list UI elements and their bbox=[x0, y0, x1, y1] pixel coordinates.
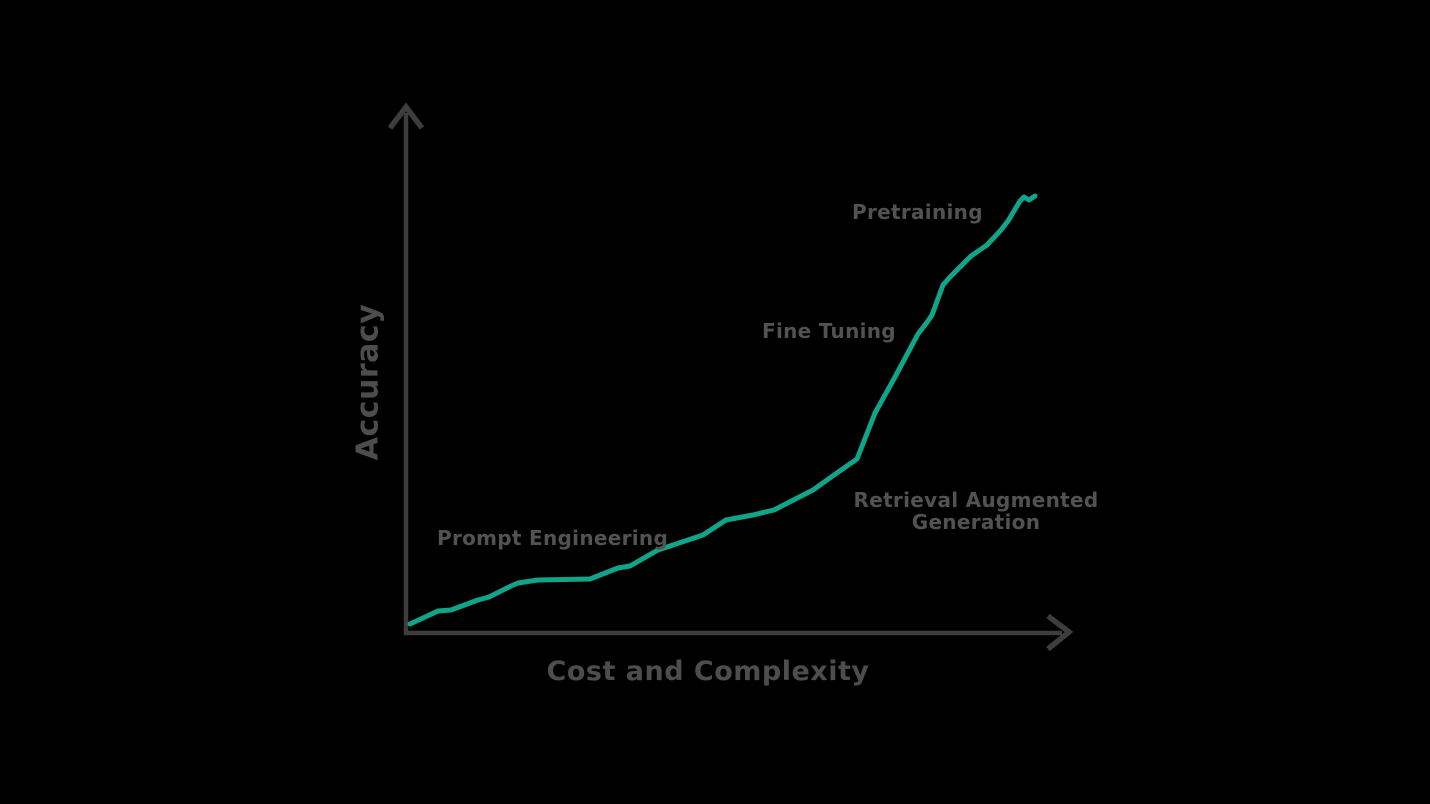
x-axis-label: Cost and Complexity bbox=[546, 656, 870, 687]
accuracy-cost-curve bbox=[407, 193, 1038, 627]
y-axis bbox=[387, 102, 425, 635]
y-axis-label: Accuracy bbox=[350, 303, 386, 461]
x-axis-arrowhead-icon bbox=[1046, 613, 1074, 652]
x-axis bbox=[404, 613, 1074, 652]
y-axis-arrowhead-icon bbox=[387, 102, 425, 130]
annotation-retrieval-augmented-generation: Retrieval Augmented Generation bbox=[854, 489, 1099, 533]
annotation-fine-tuning: Fine Tuning bbox=[762, 319, 896, 343]
annotation-rag-line2: Generation bbox=[911, 510, 1041, 534]
annotation-rag-line1: Retrieval Augmented bbox=[853, 488, 1099, 512]
annotation-prompt-engineering: Prompt Engineering bbox=[437, 526, 669, 550]
annotation-pretraining: Pretraining bbox=[852, 200, 983, 224]
